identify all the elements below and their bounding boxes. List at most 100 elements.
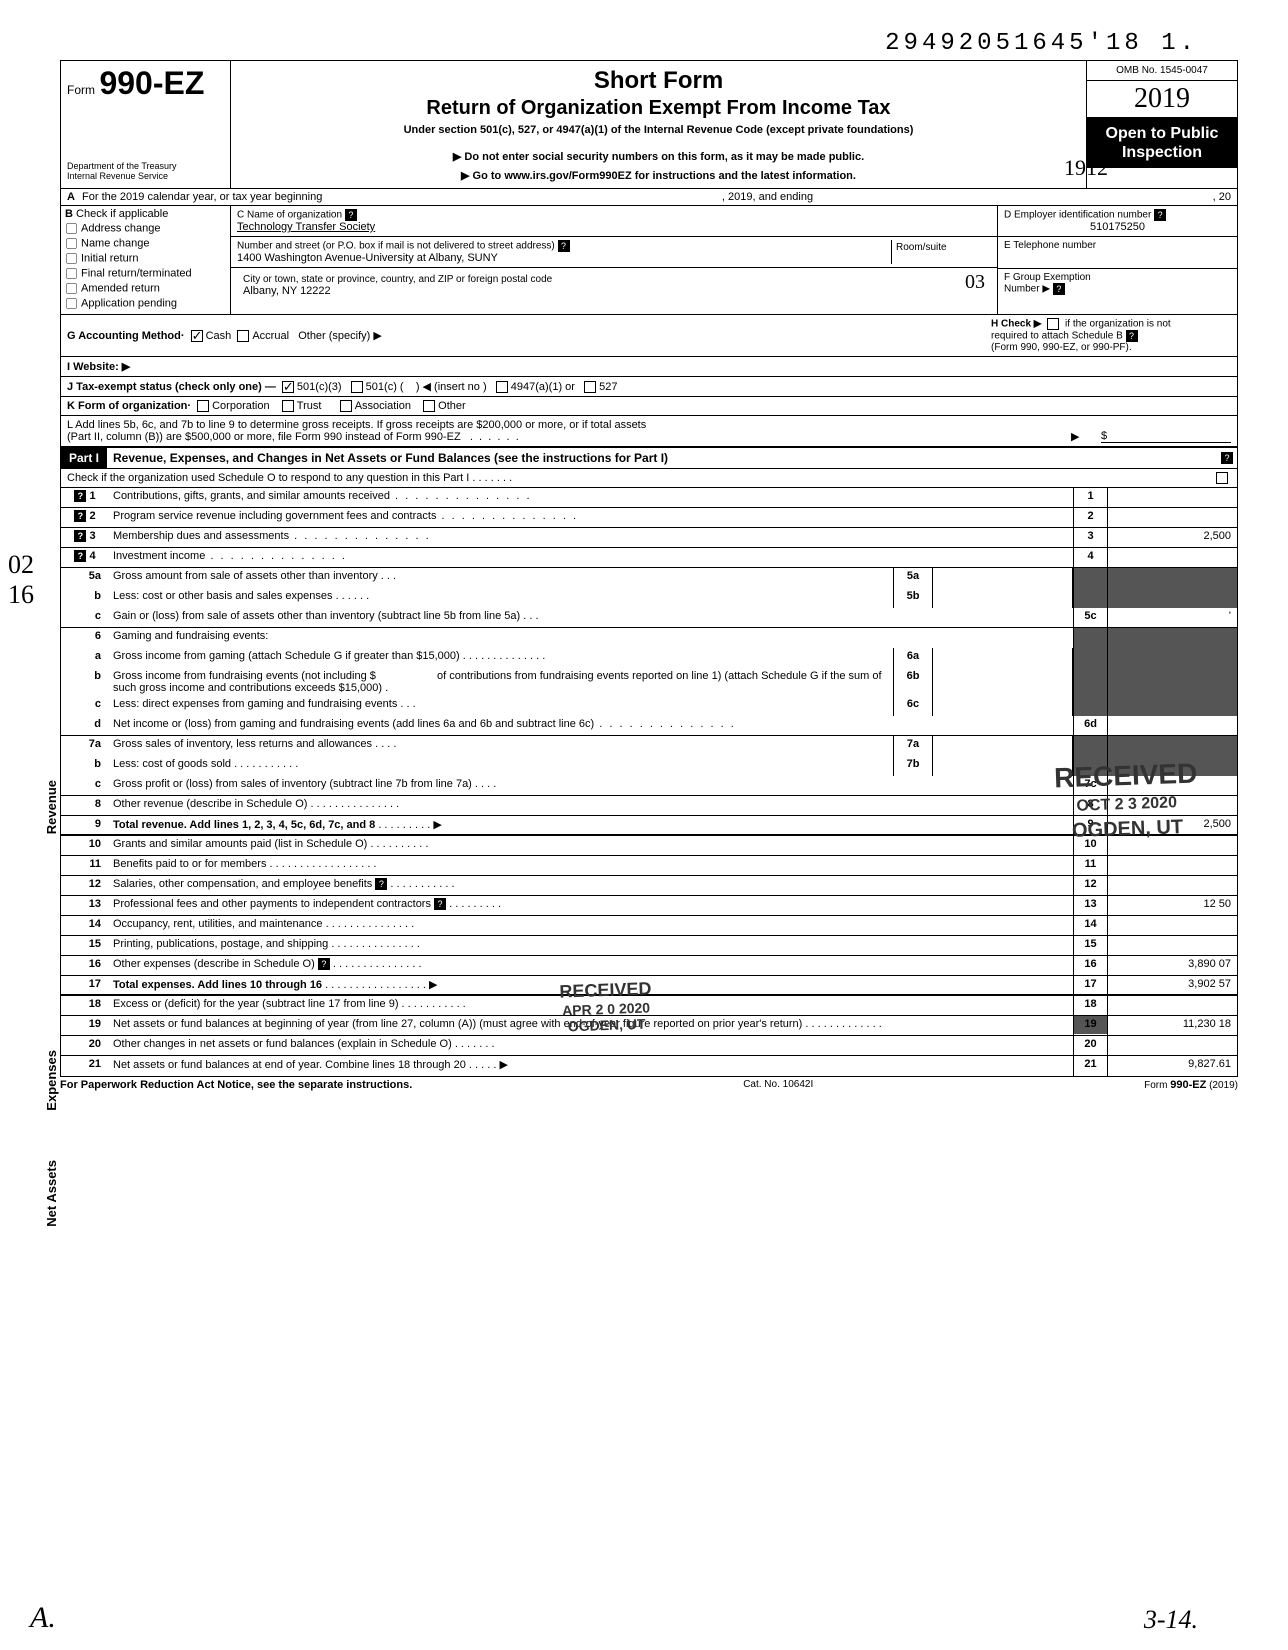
shaded-box: [1073, 696, 1107, 716]
lbl-501c-b: ) ◀ (insert no ): [416, 381, 487, 393]
chk-pending[interactable]: [66, 298, 77, 309]
line-6c-num: c: [61, 696, 109, 712]
chk-schedule-o[interactable]: [1216, 472, 1228, 484]
line-7b-desc: Less: cost of goods sold: [113, 758, 231, 770]
line-2-num: 2: [89, 510, 95, 522]
open-public-2: Inspection: [1089, 143, 1235, 162]
chk-other-org[interactable]: [423, 400, 435, 412]
line-5b-mval: [933, 588, 1073, 608]
part-1-badge: Part I: [61, 448, 107, 468]
line-6c-mbox: 6c: [893, 696, 933, 716]
line-17-num: 17: [61, 976, 109, 992]
chk-amended[interactable]: [66, 283, 77, 294]
chk-trust[interactable]: [282, 400, 294, 412]
line-5c-num: c: [61, 608, 109, 624]
line-9-arrow: ▶: [433, 819, 441, 831]
line-3-num: 3: [89, 530, 95, 542]
margin-signature: 3-14.: [1144, 1605, 1198, 1635]
section-b: B Check if applicable Address change Nam…: [61, 206, 231, 314]
chk-initial-return[interactable]: [66, 253, 77, 264]
line-17-arrow: ▶: [429, 979, 437, 991]
line-3-desc: Membership dues and assessments: [113, 530, 289, 542]
lbl-address-change: Address change: [81, 222, 161, 234]
lbl-cash: Cash: [206, 330, 232, 342]
stamp-1-text: RECEIVED: [1053, 758, 1197, 795]
line-1-rbox: 1: [1073, 488, 1107, 507]
h-label: H Check ▶: [991, 319, 1041, 330]
lbl-initial-return: Initial return: [81, 252, 138, 264]
j-label: J Tax-exempt status (check only one) —: [67, 381, 276, 393]
margin-note-2: 16: [8, 580, 34, 610]
line-2-rbox: 2: [1073, 508, 1107, 527]
section-d-e-f: D Employer identification number ? 51017…: [997, 206, 1237, 314]
line-6a-num: a: [61, 648, 109, 664]
addr-label: Number and street (or P.O. box if mail i…: [237, 241, 555, 252]
line-1-num: 1: [89, 490, 95, 502]
form-subtitle: Under section 501(c), 527, or 4947(a)(1)…: [239, 124, 1078, 136]
line-11-val: [1107, 856, 1237, 875]
footer-mid: Cat. No. 10642I: [743, 1079, 813, 1091]
chk-501c3[interactable]: [282, 381, 294, 393]
line-13-val: 12 50: [1107, 896, 1237, 915]
line-7b-mval: [933, 756, 1073, 776]
help-icon: ?: [434, 898, 446, 910]
line-19-num: 19: [61, 1016, 109, 1032]
lbl-accrual: Accrual: [252, 330, 289, 342]
line-6d-desc: Net income or (loss) from gaming and fun…: [113, 718, 594, 730]
line-15-num: 15: [61, 936, 109, 952]
form-title-2: Return of Organization Exempt From Incom…: [239, 97, 1078, 120]
chk-corp[interactable]: [197, 400, 209, 412]
k-label: K Form of organization·: [67, 400, 191, 412]
line-6a-mval: [933, 648, 1073, 668]
tel-label: E Telephone number: [1004, 240, 1231, 251]
line-20-rbox: 20: [1073, 1036, 1107, 1055]
help-icon: ?: [74, 490, 86, 502]
part-1-check: Check if the organization used Schedule …: [60, 469, 1238, 488]
line-3-val: 2,500: [1107, 528, 1237, 547]
line-19-val: 11,230 18: [1107, 1016, 1237, 1035]
shaded-val: [1107, 736, 1237, 756]
line-5b-desc: Less: cost or other basis and sales expe…: [113, 590, 333, 602]
line-11-num: 11: [61, 856, 109, 872]
received-stamp-2: RECEIVED APR 2 0 2020 OGDEN, UT: [559, 978, 653, 1034]
lbl-final-return: Final return/terminated: [81, 267, 192, 279]
received-stamp-1: RECEIVED OCT 2 3 2020 OGDEN, UT: [1053, 758, 1199, 844]
section-label-revenue: Revenue: [44, 780, 59, 834]
org-address: 1400 Washington Avenue-University at Alb…: [237, 252, 891, 264]
line-16-desc: Other expenses (describe in Schedule O): [113, 958, 315, 970]
line-10-num: 10: [61, 836, 109, 852]
chk-name-change[interactable]: [66, 238, 77, 249]
chk-501c[interactable]: [351, 381, 363, 393]
h-text-1: if the organization is not: [1065, 319, 1171, 330]
chk-final-return[interactable]: [66, 268, 77, 279]
form-note-2: ▶ Go to www.irs.gov/Form990EZ for instru…: [239, 169, 1078, 182]
chk-527[interactable]: [584, 381, 596, 393]
line-6b-desc-1: Gross income from fundraising events (no…: [113, 670, 376, 682]
part-1-check-text: Check if the organization used Schedule …: [67, 472, 469, 484]
line-5a-desc: Gross amount from sale of assets other t…: [113, 570, 378, 582]
chk-4947[interactable]: [496, 381, 508, 393]
l-dollar: $: [1101, 430, 1231, 443]
chk-address-change[interactable]: [66, 223, 77, 234]
g-label: G Accounting Method·: [67, 330, 185, 342]
form-note-1: ▶ Do not enter social security numbers o…: [239, 150, 1078, 163]
chk-accrual[interactable]: [237, 330, 249, 342]
lbl-other-org: Other: [438, 400, 466, 412]
help-icon: ?: [318, 958, 330, 970]
shaded-val: [1107, 588, 1237, 608]
chk-assoc[interactable]: [340, 400, 352, 412]
shaded-val: [1107, 628, 1237, 648]
line-1-desc: Contributions, gifts, grants, and simila…: [113, 490, 390, 502]
lbl-4947: 4947(a)(1) or: [511, 381, 575, 393]
grp-label: F Group Exemption: [1004, 272, 1231, 283]
shaded-box: [1073, 668, 1107, 696]
line-6a-desc: Gross income from gaming (attach Schedul…: [113, 650, 460, 662]
line-12-val: [1107, 876, 1237, 895]
chk-cash[interactable]: [191, 330, 203, 342]
h-text-3: (Form 990, 990-EZ, or 990-PF).: [991, 342, 1132, 353]
ein-value: 510175250: [1004, 221, 1231, 233]
chk-schedule-b[interactable]: [1047, 318, 1059, 330]
line-7a-num: 7a: [61, 736, 109, 752]
omb-number: OMB No. 1545-0047: [1087, 61, 1237, 81]
line-7b-mbox: 7b: [893, 756, 933, 776]
